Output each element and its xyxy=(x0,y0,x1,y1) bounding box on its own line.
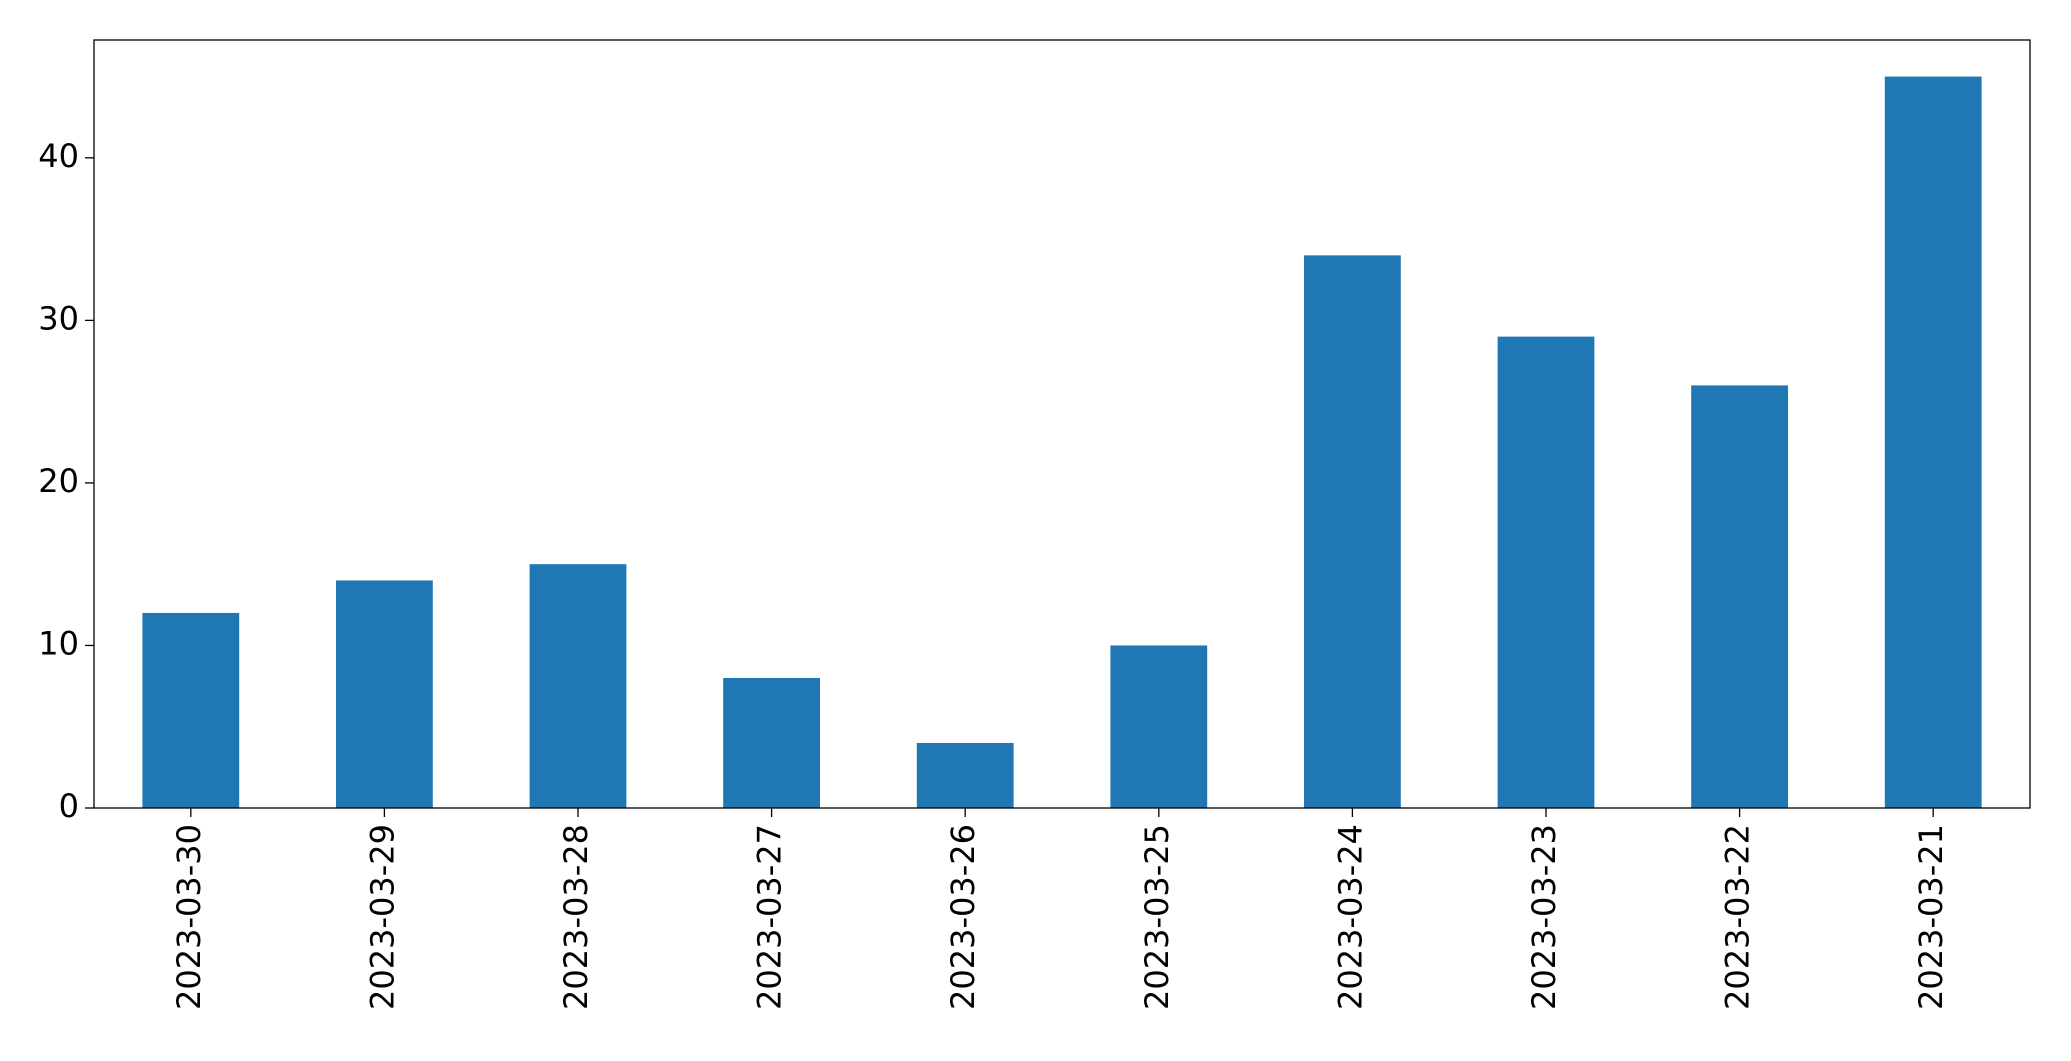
y-tick-label: 40 xyxy=(38,137,79,175)
x-tick-label: 2023-03-21 xyxy=(1912,824,1950,1010)
bar xyxy=(1691,385,1788,808)
bar xyxy=(336,580,433,808)
bar xyxy=(916,742,1014,808)
x-tick-label: 2023-03-22 xyxy=(1719,824,1757,1010)
x-tick-label: 2023-03-29 xyxy=(363,824,401,1010)
plot-frame xyxy=(93,39,2031,809)
x-tick-label: 2023-03-25 xyxy=(1138,824,1176,1010)
y-tick-label: 10 xyxy=(38,624,79,662)
bar xyxy=(723,677,820,808)
x-tick-label: 2023-03-24 xyxy=(1331,824,1369,1010)
x-tick-label: 2023-03-30 xyxy=(170,824,208,1010)
bar xyxy=(1110,645,1208,808)
y-tick-label: 0 xyxy=(59,787,79,825)
bar xyxy=(1497,336,1595,808)
x-tick-label: 2023-03-27 xyxy=(751,824,789,1010)
bar xyxy=(1884,76,1982,809)
x-tick-label: 2023-03-28 xyxy=(557,824,595,1010)
x-tick-label: 2023-03-23 xyxy=(1525,824,1563,1010)
bar xyxy=(142,612,240,808)
y-tick-label: 20 xyxy=(38,462,79,500)
y-tick-label: 30 xyxy=(38,299,79,337)
x-tick-label: 2023-03-26 xyxy=(944,824,982,1010)
bar xyxy=(1304,255,1401,808)
bar xyxy=(529,564,627,808)
